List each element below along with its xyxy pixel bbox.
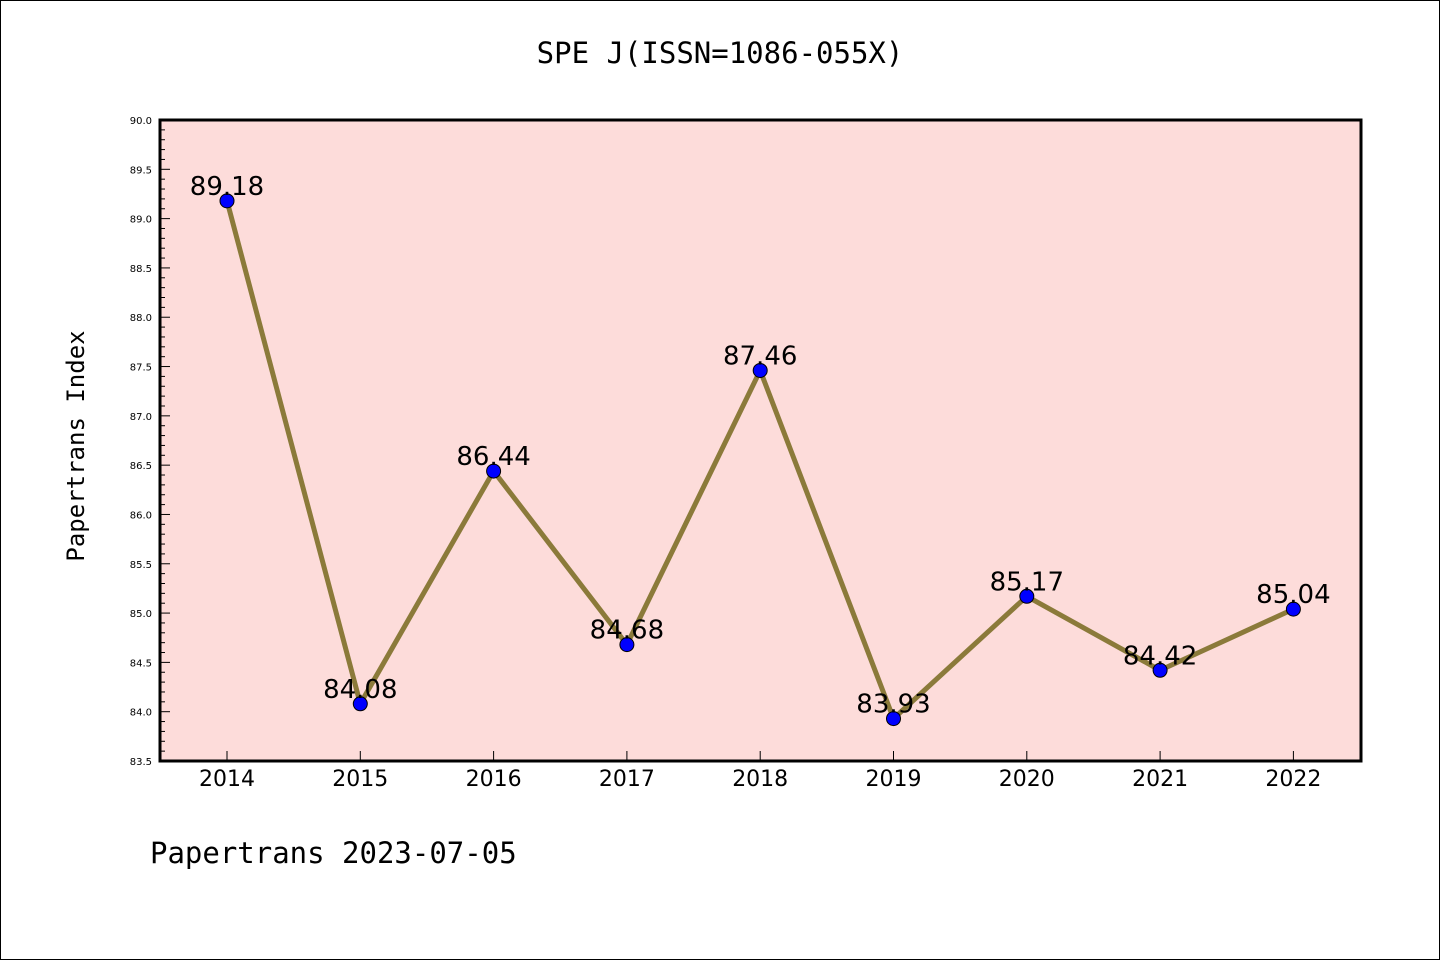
footer-note: Papertrans 2023-07-05 xyxy=(150,836,517,870)
data-point xyxy=(619,637,635,653)
x-tick-label: 2021 xyxy=(1132,767,1188,792)
data-point xyxy=(219,193,235,209)
data-labels: 89.18 84.08 86.44 84.68 87.46 83.93 85.17 84.42… xyxy=(190,172,1331,720)
data-label: 85.04 xyxy=(1256,580,1330,610)
x-tick-label: 2017 xyxy=(599,767,655,792)
plot-area xyxy=(160,120,1361,761)
chart-title: SPE J(ISSN=1086-055X) xyxy=(536,36,904,70)
x-tick-label: 2019 xyxy=(866,767,922,792)
y-tick-label: 88.0 xyxy=(130,313,152,324)
data-label: 83.93 xyxy=(856,690,930,720)
data-label: 84.42 xyxy=(1123,641,1197,671)
y-tick-label: 84.0 xyxy=(130,708,152,719)
data-point xyxy=(1152,662,1168,678)
data-label: 87.46 xyxy=(723,341,797,371)
y-tick-label: 86.5 xyxy=(130,461,152,472)
y-tick-label: 89.0 xyxy=(130,215,152,226)
x-tick-label: 2016 xyxy=(466,767,522,792)
data-label: 84.68 xyxy=(590,616,664,646)
x-tick-label: 2018 xyxy=(732,767,788,792)
series-markers xyxy=(219,193,1301,727)
data-point xyxy=(1019,588,1035,604)
x-tick-label: 2014 xyxy=(199,767,255,792)
y-tick-label: 87.5 xyxy=(130,363,152,374)
plot-border xyxy=(158,118,1363,763)
data-point xyxy=(752,362,768,378)
y-tick-label: 89.5 xyxy=(130,165,152,176)
x-tick-label: 2020 xyxy=(999,767,1055,792)
y-tick-label: 83.5 xyxy=(130,757,152,768)
y-tick-label: 88.5 xyxy=(130,264,152,275)
y-tick-label: 86.0 xyxy=(130,510,152,521)
y-tick-label: 90.0 xyxy=(130,116,152,127)
x-tick-label: 2015 xyxy=(332,767,388,792)
data-label: 85.17 xyxy=(990,567,1064,597)
data-label: 84.08 xyxy=(323,675,397,705)
data-point xyxy=(352,696,368,712)
data-label: 86.44 xyxy=(456,442,530,472)
y-tick-label: 85.5 xyxy=(130,560,152,571)
y-tick-label: 87.0 xyxy=(130,412,152,423)
y-tick-label: 85.0 xyxy=(130,609,152,620)
x-tick-label: 2022 xyxy=(1265,767,1321,792)
data-point xyxy=(886,711,901,727)
y-tick-label: 84.5 xyxy=(130,658,152,669)
axis-ticks: 83.5 84.0 84.5 85.0 85.5 86.0 86.5 87.0 87.5 88.0… xyxy=(130,116,1322,792)
data-point xyxy=(486,463,502,479)
data-label: 89.18 xyxy=(190,172,264,202)
data-point xyxy=(1285,601,1301,617)
